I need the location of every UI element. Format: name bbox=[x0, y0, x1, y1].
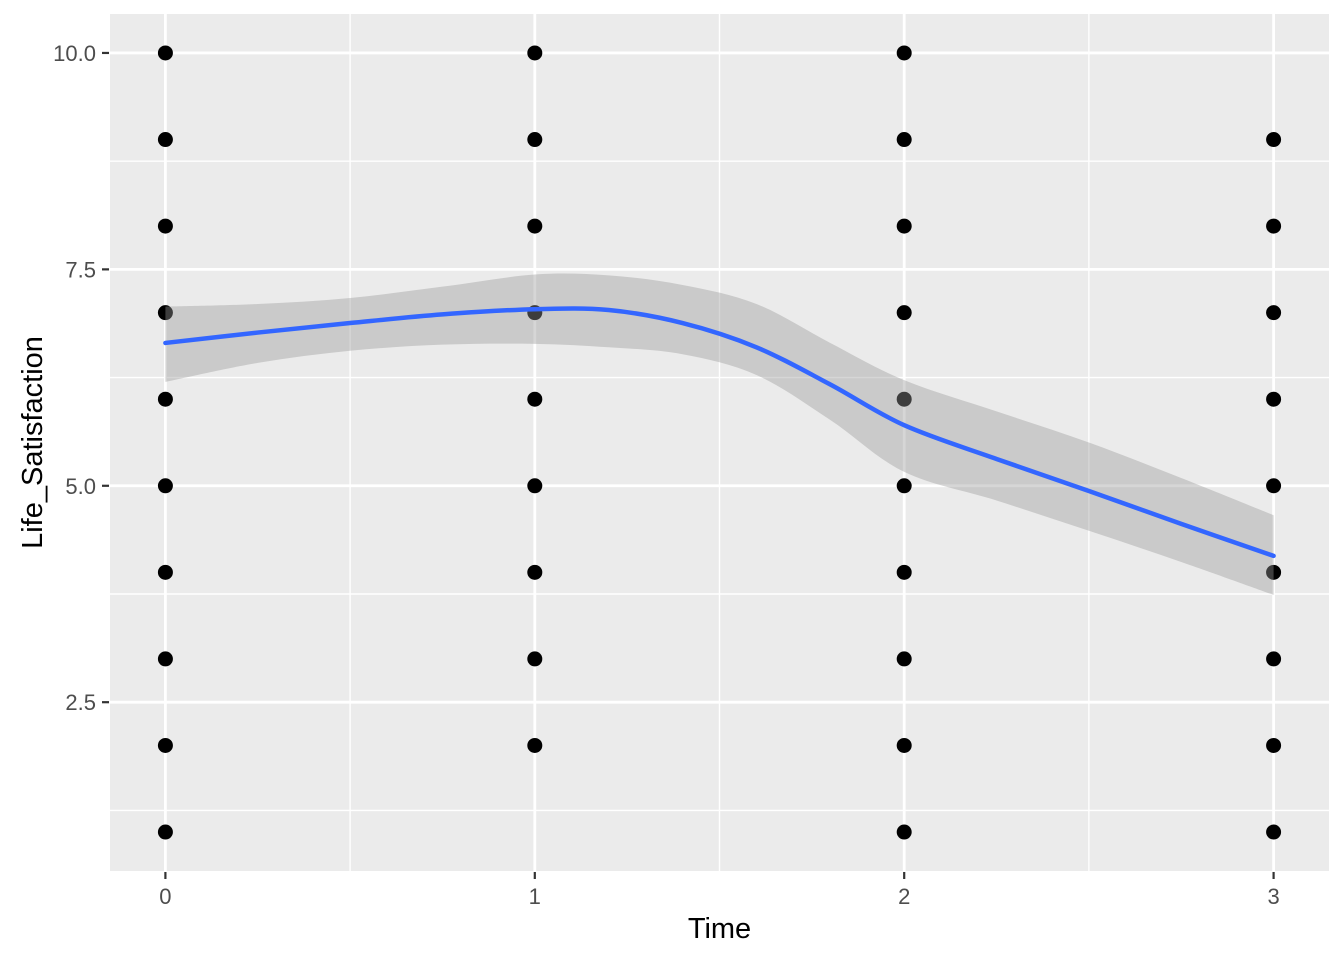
smooth-line-path bbox=[163, 306, 1276, 559]
data-point bbox=[157, 132, 173, 148]
x-tick-label: 2 bbox=[898, 884, 910, 909]
data-point bbox=[1266, 132, 1282, 148]
data-point bbox=[1266, 305, 1282, 321]
y-tick-label: 5.0 bbox=[65, 474, 96, 499]
data-point bbox=[527, 651, 543, 667]
x-tick-label: 1 bbox=[529, 884, 541, 909]
data-point bbox=[896, 478, 912, 494]
y-tick-label: 10.0 bbox=[53, 41, 96, 66]
axis-tick-labels: 0 1 2 3 2.5 5.0 7.5 10.0 bbox=[53, 41, 1280, 909]
data-point bbox=[896, 132, 912, 148]
data-point bbox=[157, 564, 173, 580]
y-axis-title: Life_Satisfaction bbox=[17, 336, 49, 549]
x-tick-label: 3 bbox=[1267, 884, 1279, 909]
data-point bbox=[896, 824, 912, 840]
data-point bbox=[896, 391, 912, 407]
data-point bbox=[896, 564, 912, 580]
data-point bbox=[157, 45, 173, 61]
data-point bbox=[1266, 824, 1282, 840]
data-point bbox=[157, 651, 173, 667]
data-point bbox=[896, 737, 912, 753]
data-point bbox=[1266, 651, 1282, 667]
data-point bbox=[527, 132, 543, 148]
gridlines-minor bbox=[110, 14, 1329, 871]
data-point bbox=[157, 737, 173, 753]
y-tick-label: 7.5 bbox=[65, 257, 96, 282]
data-point bbox=[1266, 478, 1282, 494]
data-point bbox=[527, 45, 543, 61]
data-point bbox=[896, 45, 912, 61]
data-point bbox=[527, 218, 543, 234]
confidence-band-area bbox=[165, 273, 1274, 595]
data-point bbox=[896, 305, 912, 321]
data-point bbox=[896, 218, 912, 234]
axis-tick-marks bbox=[102, 51, 1275, 879]
data-point bbox=[157, 824, 173, 840]
data-point bbox=[1266, 564, 1282, 580]
x-tick-label: 0 bbox=[159, 884, 171, 909]
data-point bbox=[157, 305, 173, 321]
data-point bbox=[527, 737, 543, 753]
data-point bbox=[1266, 737, 1282, 753]
gridlines-major bbox=[110, 14, 1329, 871]
data-point bbox=[1266, 391, 1282, 407]
confidence-band bbox=[165, 273, 1274, 595]
data-point bbox=[896, 651, 912, 667]
data-point bbox=[157, 478, 173, 494]
data-point bbox=[1266, 218, 1282, 234]
x-axis-title: Time bbox=[688, 913, 751, 945]
data-point bbox=[527, 564, 543, 580]
scatter-points bbox=[157, 45, 1282, 840]
y-tick-label: 2.5 bbox=[65, 690, 96, 715]
smooth-line bbox=[163, 306, 1276, 559]
data-point bbox=[527, 478, 543, 494]
data-point bbox=[527, 391, 543, 407]
data-point bbox=[157, 218, 173, 234]
data-point bbox=[157, 391, 173, 407]
